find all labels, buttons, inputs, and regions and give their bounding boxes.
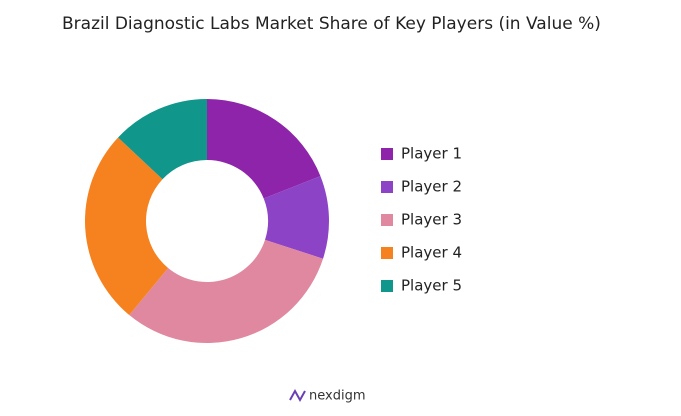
legend-label: Player 4 — [401, 244, 462, 262]
slice — [207, 99, 321, 199]
slice — [129, 239, 324, 343]
slice — [263, 176, 329, 259]
slice — [118, 99, 207, 180]
brand: nexdigm — [309, 389, 365, 404]
legend-label: Player 3 — [401, 211, 462, 229]
legend-swatch — [381, 148, 393, 160]
legend-swatch — [381, 214, 393, 226]
legend-label: Player 5 — [401, 277, 462, 295]
legend-label: Player 1 — [401, 145, 462, 163]
chart-title: Brazil Diagnostic Labs Market Share of K… — [62, 14, 601, 34]
slice — [84, 137, 169, 316]
legend-swatch — [381, 247, 393, 259]
legend-swatch — [381, 280, 393, 292]
logo-icon — [289, 388, 306, 403]
legend-label: Player 2 — [401, 178, 462, 196]
logo: nexdigm — [289, 388, 365, 404]
legend-swatch — [381, 181, 393, 193]
